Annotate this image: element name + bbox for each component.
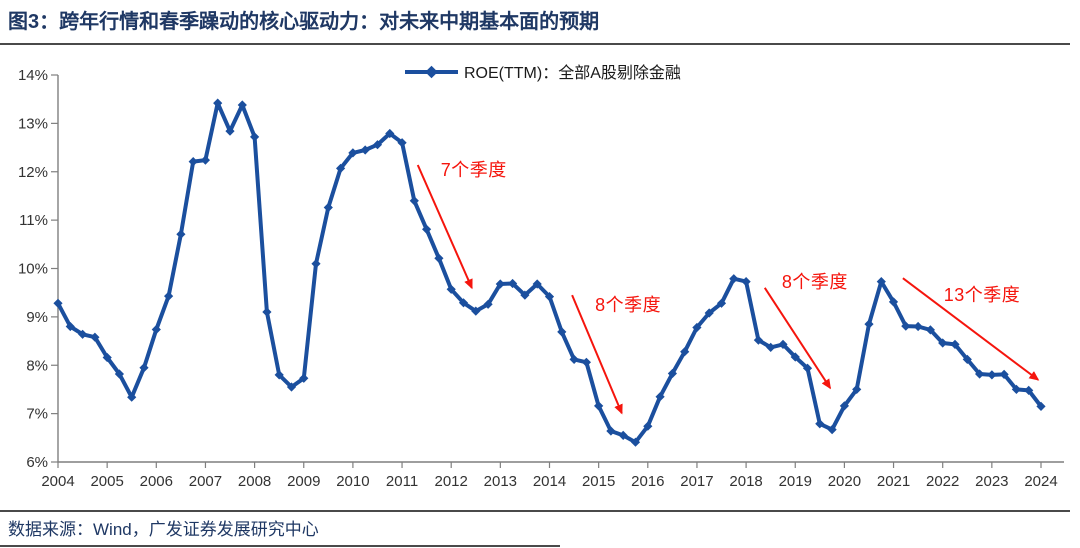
y-tick-label: 13% — [18, 115, 48, 132]
y-tick-label: 14% — [18, 67, 48, 84]
legend-diamond-icon — [425, 65, 438, 79]
axis-lines — [57, 75, 1064, 463]
x-axis: 2004 2005 2006 2007 2008 2009 2010 2011 2012 2013… — [41, 462, 1058, 490]
x-tick-label-2013: 2013 — [484, 473, 517, 490]
x-tick-label-2004: 2004 — [41, 473, 74, 490]
x-tick-label-2019: 2019 — [779, 473, 812, 490]
roe-line-chart: 6% 7% 8% 9% 10% 11% 12% 13% 14% 2004 2005 2006 2007… — [18, 64, 1064, 490]
roe-series — [53, 98, 1046, 447]
x-tick-label-2012: 2012 — [435, 473, 468, 490]
annotation-arrow — [902, 277, 1040, 381]
x-tick-label-2015: 2015 — [582, 473, 615, 490]
x-tick-label-2016: 2016 — [631, 473, 664, 490]
annotation-arrow — [763, 287, 831, 390]
annotation-label: 7个季度 — [441, 160, 507, 180]
x-tick-label-2023: 2023 — [975, 473, 1008, 490]
x-tick-label-2011: 2011 — [386, 473, 418, 490]
annotation-label: 8个季度 — [595, 295, 661, 315]
x-tick-label-2008: 2008 — [238, 473, 271, 490]
x-tick-label-2018: 2018 — [729, 473, 762, 490]
y-axis: 6% 7% 8% 9% 10% 11% 12% 13% 14% — [18, 67, 58, 471]
x-tick-label-2021: 2021 — [877, 473, 910, 490]
annotation-label: 8个季度 — [782, 272, 848, 292]
x-tick-label-2024: 2024 — [1024, 473, 1057, 490]
x-tick-label-2006: 2006 — [140, 473, 173, 490]
annotation-arrow — [416, 164, 473, 290]
y-tick-label: 10% — [18, 261, 48, 278]
legend: ROE(TTM)：全部A股剔除金融 — [405, 64, 681, 82]
chart-footer-divider — [0, 510, 1070, 512]
y-tick-label: 7% — [26, 406, 48, 423]
roe-markers — [53, 98, 1046, 447]
x-tick-label-2009: 2009 — [287, 473, 320, 490]
annotation-label: 13个季度 — [944, 285, 1021, 305]
x-tick-label-2014: 2014 — [533, 473, 566, 490]
y-tick-label: 8% — [26, 357, 48, 374]
x-tick-label-2017: 2017 — [680, 473, 713, 490]
x-tick-label-2020: 2020 — [828, 473, 861, 490]
y-tick-label: 12% — [18, 164, 48, 181]
y-tick-label: 6% — [26, 454, 48, 471]
data-source: 数据来源：Wind，广发证券发展研究中心 — [8, 520, 319, 539]
x-tick-label-2022: 2022 — [926, 473, 959, 490]
y-tick-label: 9% — [26, 309, 48, 326]
footer-underline — [0, 545, 560, 547]
x-tick-label-2010: 2010 — [336, 473, 369, 490]
x-tick-label-2007: 2007 — [189, 473, 222, 490]
legend-label: ROE(TTM)：全部A股剔除金融 — [464, 64, 681, 82]
annotation-arrow — [571, 294, 623, 415]
x-tick-label-2005: 2005 — [90, 473, 123, 490]
figure-title: 图3：跨年行情和春季躁动的核心驱动力：对未来中期基本面的预期 — [8, 11, 600, 33]
roe-line — [56, 101, 1043, 445]
y-tick-label: 11% — [19, 212, 48, 229]
annotations: 7个季度 8个季度 8个季度 13个季度 — [416, 160, 1040, 415]
title-divider — [0, 43, 1070, 45]
